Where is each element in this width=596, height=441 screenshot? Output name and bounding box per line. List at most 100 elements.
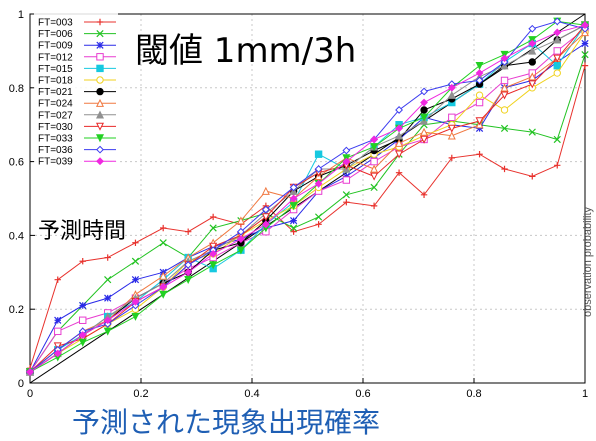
legend-label: FT=018 <box>38 76 73 87</box>
data-point <box>528 46 537 55</box>
legend-swatch-marker <box>95 110 105 119</box>
data-point <box>290 224 298 232</box>
data-point <box>261 220 270 229</box>
data-point <box>261 186 270 195</box>
data-point <box>370 157 378 166</box>
data-point <box>342 176 351 184</box>
data-point <box>79 301 87 310</box>
data-point <box>78 331 87 339</box>
series-line-ft-003 <box>29 65 586 369</box>
x-tick-label: 0 <box>27 388 33 400</box>
legend-entry: FT=033 <box>38 134 116 145</box>
data-point <box>159 239 167 247</box>
data-point <box>475 117 484 126</box>
data-point <box>131 297 140 306</box>
data-point <box>370 172 379 181</box>
legend-label: FT=012 <box>38 52 73 63</box>
data-point <box>209 213 217 221</box>
data-point <box>395 106 403 114</box>
data-point <box>370 202 378 210</box>
y-axis-title: observation probability <box>582 206 594 317</box>
x-axis-title: 予測された現象出現確率 <box>72 406 380 439</box>
data-point <box>420 191 428 199</box>
data-point <box>131 312 140 321</box>
data-point <box>209 261 218 270</box>
data-point <box>395 150 404 159</box>
data-point <box>395 124 403 133</box>
data-point <box>448 113 456 122</box>
data-point <box>104 254 111 261</box>
data-point <box>420 127 429 136</box>
legend-label: FT=039 <box>38 157 73 168</box>
series-line-ft-006 <box>29 54 586 373</box>
data-point <box>342 146 351 155</box>
data-point <box>209 249 218 258</box>
legend-swatch-marker <box>95 98 105 107</box>
data-point <box>581 62 589 69</box>
data-point <box>370 164 379 173</box>
legend-entry: FT=018 <box>38 76 116 87</box>
legend-label: FT=027 <box>38 110 73 121</box>
series-line-ft-036 <box>29 20 586 373</box>
legend-swatch-marker <box>96 53 104 61</box>
legend-label: FT=030 <box>38 122 73 133</box>
data-point <box>528 80 537 89</box>
legend-label: FT=006 <box>38 29 73 40</box>
data-point <box>160 224 167 232</box>
data-point <box>289 194 298 203</box>
series-line-ft-021 <box>29 24 586 373</box>
data-point <box>342 191 350 199</box>
legend-entry: FT=039 <box>38 157 116 168</box>
data-point <box>581 21 589 29</box>
x-tick-label: 0.2 <box>133 388 148 400</box>
series-group <box>25 17 590 377</box>
data-point <box>54 327 62 336</box>
data-point <box>420 87 428 96</box>
data-point <box>553 17 562 26</box>
data-point <box>500 91 509 100</box>
data-point <box>528 24 537 33</box>
data-point <box>395 169 403 176</box>
legend-entry: FT=003 <box>38 18 116 29</box>
chart-title: 閾値 1mm/3h <box>135 31 356 71</box>
data-point <box>500 83 509 92</box>
data-point <box>420 98 428 107</box>
legend-label: FT=033 <box>38 134 73 145</box>
legend-label: FT=021 <box>38 87 73 98</box>
data-point <box>54 316 62 324</box>
data-point <box>79 316 87 324</box>
data-point <box>54 276 61 283</box>
data-point <box>290 217 298 225</box>
data-point <box>79 258 86 265</box>
data-point <box>528 58 536 66</box>
data-point <box>370 183 378 192</box>
data-point <box>500 76 509 85</box>
legend-swatch-marker <box>96 64 104 73</box>
data-point <box>475 61 484 70</box>
data-point <box>370 143 379 152</box>
legend-title: 予測時間 <box>38 219 126 244</box>
data-point <box>236 235 245 243</box>
legend-entry: FT=036 <box>38 145 116 156</box>
data-point <box>447 83 456 92</box>
data-point <box>420 113 429 122</box>
plot-frame <box>29 13 586 384</box>
data-point <box>131 276 140 284</box>
data-point <box>209 224 217 232</box>
legend-label: FT=024 <box>38 99 73 110</box>
legend-entry: FT=006 <box>38 29 116 40</box>
data-point <box>501 165 508 173</box>
data-point <box>581 50 589 59</box>
data-point <box>420 135 429 144</box>
legend-entry: FT=012 <box>38 52 116 63</box>
data-point <box>395 131 404 140</box>
legend-label: FT=009 <box>38 41 73 52</box>
data-point <box>553 61 561 70</box>
data-point <box>370 135 379 144</box>
legend-entry: FT=027 <box>38 110 116 121</box>
data-point <box>420 106 428 114</box>
data-point <box>395 138 404 147</box>
legend-swatch-marker <box>96 41 104 49</box>
data-point <box>104 294 112 302</box>
